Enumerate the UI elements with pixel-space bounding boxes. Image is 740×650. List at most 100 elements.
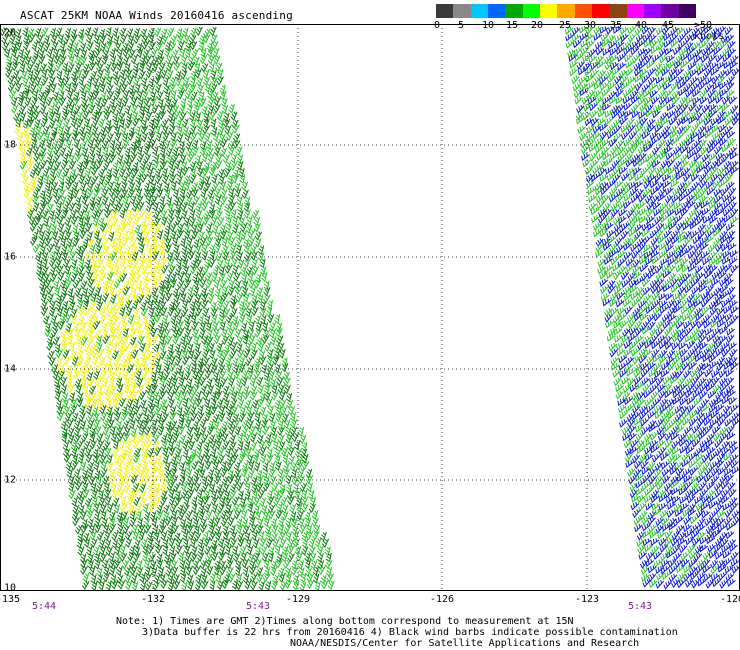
wind-barb [581, 153, 590, 161]
wind-barb [212, 48, 220, 58]
wind-barb [14, 28, 22, 39]
wind-barb [238, 356, 245, 367]
wind-barb [89, 201, 97, 212]
wind-barb [254, 231, 263, 241]
wind-barb [220, 98, 228, 108]
wind-barb [175, 175, 183, 186]
wind-barb [29, 168, 37, 179]
wind-barb [96, 433, 104, 443]
wind-barb [213, 146, 221, 157]
wind-barb [164, 91, 171, 102]
wind-barb [701, 306, 711, 316]
wind-barb [158, 203, 167, 213]
wind-barb [47, 350, 55, 360]
wind-barb [706, 489, 716, 499]
wind-barb [119, 209, 126, 219]
wind-barb [48, 210, 55, 220]
wind-barb [211, 126, 218, 137]
wind-barb [590, 159, 599, 169]
wind-barb [99, 34, 107, 44]
wind-barb [123, 384, 131, 395]
wind-barb [18, 56, 26, 67]
wind-barb [710, 160, 719, 170]
wind-barb [620, 230, 630, 240]
wind-barb [709, 510, 718, 520]
wind-barb [106, 76, 113, 86]
wind-barb [58, 230, 66, 241]
wind-barb [123, 475, 131, 485]
wind-barb [95, 294, 103, 305]
wind-barb [647, 321, 656, 331]
colorbar-swatch [470, 4, 488, 18]
wind-barb [688, 418, 698, 427]
wind-barb [211, 91, 219, 102]
wind-barb [129, 419, 136, 430]
wind-barb [160, 434, 168, 444]
wind-barb [715, 459, 725, 469]
wind-barb [248, 320, 255, 331]
wind-barb [187, 97, 194, 108]
wind-barb [219, 180, 227, 191]
wind-barb [203, 175, 211, 186]
wind-barb [687, 508, 697, 517]
wind-barb [136, 48, 143, 59]
wind-barb [98, 118, 106, 128]
wind-barb [32, 195, 40, 205]
wind-barb [139, 581, 147, 592]
wind-barb [33, 62, 40, 73]
wind-barb [240, 427, 249, 438]
colorbar-swatch [487, 4, 506, 18]
wind-barb [641, 426, 650, 436]
wind-barb [619, 26, 629, 35]
wind-barb [224, 125, 232, 135]
wind-barb [646, 216, 655, 225]
wind-barb [109, 48, 116, 59]
wind-barb [213, 140, 221, 150]
note-line-3: NOAA/NESDIS/Center for Satellite Applica… [290, 638, 640, 649]
wind-barb [182, 34, 191, 45]
wind-barb [214, 195, 222, 206]
wind-barb [599, 26, 609, 35]
wind-barb [93, 182, 101, 193]
wind-barb [642, 335, 652, 345]
wind-barb [67, 287, 74, 298]
wind-barb [153, 300, 161, 311]
wind-barb [27, 33, 36, 44]
wind-barb [80, 140, 88, 150]
wind-barb [216, 76, 224, 86]
wind-barb [88, 97, 95, 108]
wind-barb [94, 41, 101, 52]
wind-barb [278, 349, 286, 359]
wind-barb [697, 125, 707, 135]
wind-barb [692, 236, 702, 245]
wind-barb [65, 196, 74, 206]
wind-barb [189, 41, 198, 51]
wind-barb [301, 538, 309, 549]
wind-barb [200, 47, 207, 58]
wind-barb [121, 405, 128, 416]
wind-barb [118, 168, 127, 178]
wind-barb [655, 524, 664, 534]
wind-barb [79, 56, 88, 66]
wind-barb [49, 266, 56, 276]
wind-barb [63, 35, 71, 45]
wind-barb [721, 202, 730, 211]
wind-barb [194, 69, 202, 79]
wind-barb [143, 426, 152, 436]
wind-barb [124, 147, 131, 158]
wind-barb [243, 433, 251, 444]
wind-barb [141, 91, 149, 101]
wind-barb [43, 42, 51, 52]
wind-barb [160, 28, 168, 38]
wind-barb [32, 146, 40, 156]
wind-barb [32, 188, 40, 199]
wind-barb [153, 343, 160, 354]
wind-barb [140, 125, 149, 135]
wind-barb [695, 460, 704, 471]
wind-barb [128, 49, 136, 59]
wind-barb [79, 182, 87, 192]
wind-barb [217, 168, 225, 179]
wind-barb [63, 125, 71, 136]
wind-barb [141, 461, 149, 471]
wind-barb [142, 271, 150, 282]
